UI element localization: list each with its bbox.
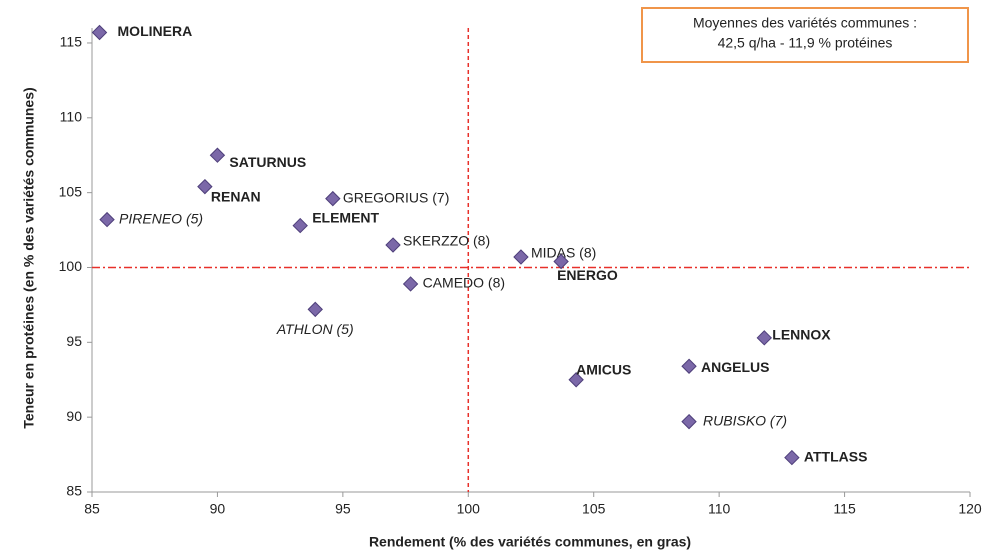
- y-tick-label: 90: [66, 408, 82, 424]
- point: [681, 413, 697, 430]
- point: [197, 178, 213, 195]
- annotation-line: 42,5 q/ha - 11,9 % protéines: [718, 35, 893, 51]
- point-label: RENAN: [211, 188, 261, 204]
- point: [209, 147, 226, 163]
- point-label: PIRENEO (5): [119, 210, 203, 226]
- point-label: ELEMENT: [312, 209, 379, 225]
- y-axis-title: Teneur en protéines (en % des variétés c…: [21, 87, 37, 428]
- point-label: ANGELUS: [701, 359, 769, 375]
- y-tick-label: 105: [59, 183, 83, 199]
- point: [681, 358, 697, 374]
- x-tick-label: 95: [335, 501, 351, 517]
- point: [756, 330, 773, 346]
- point-label: GREGORIUS (7): [343, 189, 450, 205]
- point: [784, 449, 800, 466]
- annotation-box: [641, 7, 969, 63]
- point: [402, 276, 419, 292]
- point-label: ATTLASS: [804, 448, 868, 464]
- point-label: RUBISKO (7): [703, 412, 787, 428]
- annotation-line: Moyennes des variétés communes :: [693, 15, 917, 31]
- y-tick-label: 110: [60, 109, 83, 125]
- y-tick-label: 115: [60, 34, 83, 50]
- point-label: LENNOX: [772, 327, 831, 343]
- y-tick-label: 100: [59, 258, 83, 274]
- x-tick-label: 100: [457, 501, 481, 517]
- point-label: MOLINERA: [118, 23, 193, 39]
- point-label: AMICUS: [576, 361, 631, 377]
- y-tick-label: 85: [66, 483, 82, 499]
- point-label: SATURNUS: [229, 154, 306, 170]
- point-label: ATHLON (5): [276, 321, 354, 337]
- point: [385, 237, 401, 253]
- point-label: SKERZZO (8): [403, 233, 490, 249]
- point: [99, 211, 115, 228]
- x-tick-label: 120: [958, 501, 982, 517]
- point: [553, 253, 569, 270]
- point-label: MIDAS (8): [531, 245, 596, 261]
- x-tick-label: 110: [708, 501, 731, 517]
- point: [568, 372, 584, 388]
- x-tick-label: 115: [833, 501, 856, 517]
- x-tick-label: 90: [210, 501, 226, 517]
- y-tick-label: 95: [66, 333, 82, 349]
- x-tick-label: 85: [84, 501, 100, 517]
- x-axis-title: Rendement (% des variétés communes, en g…: [369, 534, 691, 550]
- point: [292, 217, 308, 234]
- point: [325, 190, 341, 207]
- point: [91, 24, 108, 41]
- point: [307, 301, 323, 318]
- point: [513, 249, 529, 265]
- x-tick-label: 105: [582, 501, 606, 517]
- point-label: ENERGO: [557, 267, 618, 283]
- point-label: CAMEDO (8): [423, 275, 505, 291]
